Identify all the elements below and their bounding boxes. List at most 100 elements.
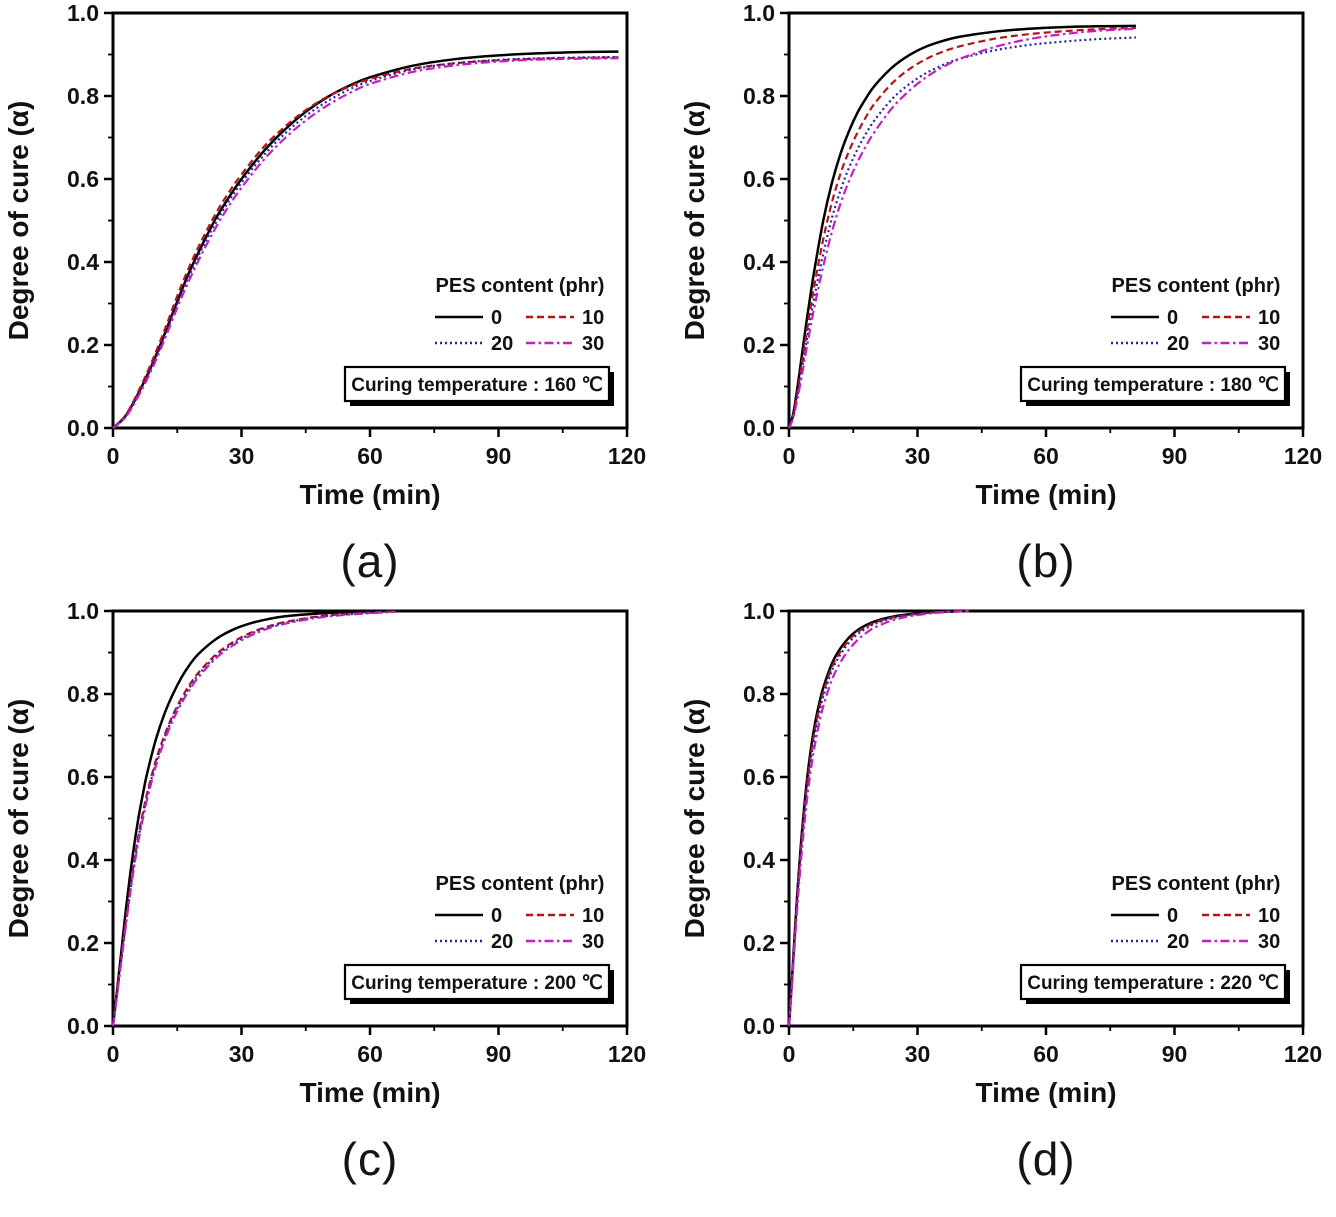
y-tick-label: 0.6: [743, 764, 775, 790]
legend-label-10phr: 10: [582, 307, 604, 329]
legend-label-20phr: 20: [491, 931, 513, 953]
x-tick-label: 30: [229, 443, 255, 469]
y-tick-label: 0.4: [743, 847, 775, 873]
legend-title: PES content (phr): [1112, 275, 1281, 297]
x-tick-label: 120: [608, 443, 646, 469]
y-tick-label: 0.6: [67, 764, 99, 790]
y-tick-label: 0.0: [67, 415, 99, 441]
x-axis-title: Time (min): [299, 479, 440, 510]
y-tick-label: 0.8: [67, 681, 99, 707]
temp-box: [343, 365, 611, 403]
axes-box: [787, 11, 1305, 430]
x-tick-label: 90: [1162, 443, 1188, 469]
x-tick-label: 60: [357, 1041, 383, 1067]
curve-10phr: [112, 56, 619, 429]
temp-box-text: Curing temperature : 160 ℃: [351, 375, 603, 396]
x-axis-title: Time (min): [299, 1077, 440, 1108]
y-tick-label: 0.2: [67, 332, 99, 358]
y-tick-label: 0.8: [743, 83, 775, 109]
panel-c: 0 30 60 90 120 0.0 0.2 0.4 0.6 0.8 1.0 Degree of cu…: [0, 598, 660, 1186]
x-tick-label: 90: [1162, 1041, 1188, 1067]
temp-box-text: Curing temperature : 220 ℃: [1027, 973, 1279, 994]
y-tick-label: 0.4: [67, 249, 99, 275]
chart-b-svg: 0 30 60 90 120 0.0 0.2 0.4 0.6 0.8 1.0 Degree of cu…: [679, 0, 1322, 510]
legend-title: PES content (phr): [1112, 873, 1281, 895]
panel-a-caption: (a): [340, 535, 400, 587]
temp-box-text: Curing temperature : 200 ℃: [351, 973, 603, 994]
x-tick-label: 60: [357, 443, 383, 469]
x-tick-label: 0: [783, 443, 796, 469]
x-tick-label: 120: [608, 1041, 646, 1067]
y-tick-label: 0.8: [67, 83, 99, 109]
curve-0phr: [111, 609, 396, 1027]
legend-label-0phr: 0: [1167, 905, 1178, 927]
x-tick-label: 60: [1033, 443, 1059, 469]
y-tick-label: 1.0: [743, 0, 775, 26]
legend-label-10phr: 10: [1258, 905, 1280, 927]
curve-10phr: [787, 26, 1136, 429]
temp-box: [343, 963, 611, 1001]
legend-label-30phr: 30: [1258, 931, 1280, 953]
legend-label-10phr: 10: [1258, 307, 1280, 329]
legend-label-30phr: 30: [582, 333, 604, 355]
panel-d-caption: (d): [1016, 1133, 1076, 1185]
curve-30phr: [787, 27, 1137, 429]
x-tick-label: 30: [229, 1041, 255, 1067]
panel-b-caption: (b): [1016, 535, 1076, 587]
curve-20phr: [112, 55, 619, 429]
legend-title: PES content (phr): [436, 873, 605, 895]
y-tick-label: 0.4: [743, 249, 775, 275]
temp-box: [1019, 963, 1287, 1001]
legend-label-0phr: 0: [491, 307, 502, 329]
y-tick-label: 0.6: [743, 166, 775, 192]
y-tick-label: 1.0: [743, 598, 775, 624]
temp-box-text: Curing temperature : 180 ℃: [1027, 375, 1279, 396]
chart-a-svg: 0 30 60 90 120 0.0 0.2 0.4 0.6 0.8 1.0 Degree of cu…: [3, 0, 646, 510]
y-axis-title: Degree of cure (α): [3, 101, 34, 341]
y-axis-title: Degree of cure (α): [3, 699, 34, 939]
legend-label-30phr: 30: [1258, 333, 1280, 355]
top-row: 0 30 60 90 120 0.0 0.2 0.4 0.6 0.8 1.0 Degree of cu…: [0, 0, 1336, 588]
y-tick-label: 0.0: [67, 1013, 99, 1039]
y-tick-label: 0.0: [743, 415, 775, 441]
x-tick-label: 30: [905, 1041, 931, 1067]
y-tick-label: 0.2: [743, 930, 775, 956]
x-tick-label: 90: [486, 443, 512, 469]
legend-label-20phr: 20: [1167, 333, 1189, 355]
panel-a: 0 30 60 90 120 0.0 0.2 0.4 0.6 0.8 1.0 Degree of cu…: [0, 0, 660, 588]
x-tick-label: 0: [783, 1041, 796, 1067]
curve-0phr: [787, 24, 1136, 429]
y-tick-label: 0.2: [67, 930, 99, 956]
curve-20phr: [787, 609, 969, 1027]
legend-label-20phr: 20: [1167, 931, 1189, 953]
x-tick-label: 30: [905, 443, 931, 469]
y-axis-title: Degree of cure (α): [679, 699, 710, 939]
curve-30phr: [112, 57, 619, 429]
curve-30phr: [787, 609, 969, 1027]
legend-label-0phr: 0: [1167, 307, 1178, 329]
curve-30phr: [111, 610, 396, 1027]
panel-b: 0 30 60 90 120 0.0 0.2 0.4 0.6 0.8 1.0 Degree of cu…: [676, 0, 1336, 588]
temp-box: [1019, 365, 1287, 403]
panel-c-caption: (c): [341, 1133, 399, 1185]
legend-title: PES content (phr): [436, 275, 605, 297]
chart-d-svg: 0 30 60 90 120 0.0 0.2 0.4 0.6 0.8 1.0 Degree of cu…: [679, 598, 1322, 1108]
curve-0phr: [112, 50, 619, 429]
legend-label-30phr: 30: [582, 931, 604, 953]
axes-box: [787, 609, 1305, 1028]
curve-20phr: [111, 610, 396, 1027]
x-tick-label: 120: [1284, 1041, 1322, 1067]
y-axis-title: Degree of cure (α): [679, 101, 710, 341]
legend-label-10phr: 10: [582, 905, 604, 927]
x-axis-title: Time (min): [975, 1077, 1116, 1108]
y-tick-label: 0.6: [67, 166, 99, 192]
panel-d: 0 30 60 90 120 0.0 0.2 0.4 0.6 0.8 1.0 Degree of cu…: [676, 598, 1336, 1186]
curve-10phr: [111, 610, 396, 1027]
x-axis-title: Time (min): [975, 479, 1116, 510]
x-tick-label: 90: [486, 1041, 512, 1067]
x-tick-label: 0: [107, 443, 120, 469]
y-tick-label: 0.4: [67, 847, 99, 873]
y-tick-label: 0.8: [743, 681, 775, 707]
x-tick-label: 60: [1033, 1041, 1059, 1067]
